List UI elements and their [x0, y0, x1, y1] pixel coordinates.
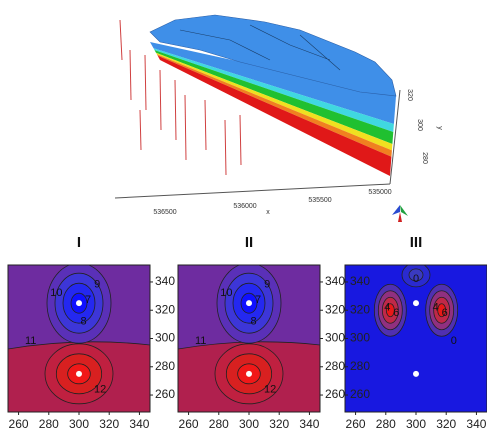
x-tick-label: 260 — [179, 417, 199, 431]
contour-label: 11 — [25, 335, 36, 347]
contour-region — [385, 303, 395, 318]
contour-label: 6 — [393, 307, 399, 319]
x-tick-label: 536500 — [153, 209, 176, 216]
x-axis-label: x — [266, 209, 270, 216]
x-tick-label: 320 — [269, 417, 289, 431]
contour-label: 12 — [94, 383, 106, 395]
panel: 10 97 8 11 12 — [8, 265, 150, 412]
y-tick-label: 300 — [416, 119, 423, 131]
x-tick-label: 300 — [406, 417, 426, 431]
y-tick-label: 320 — [325, 302, 345, 316]
field — [345, 265, 487, 412]
y-tick-label: 280 — [155, 359, 175, 373]
faults — [179, 24, 341, 71]
x-tick-label: 535500 — [308, 197, 331, 204]
point — [413, 370, 419, 377]
y-tick-label: 320 — [155, 302, 175, 316]
contour-label: 4 — [433, 301, 439, 313]
x-tick-label: 535000 — [368, 189, 391, 196]
panel-title: II — [245, 234, 253, 251]
y-tick-label: 320 — [406, 89, 413, 101]
x-tick-label: 320 — [99, 417, 119, 431]
y-tick-label: 300 — [325, 331, 345, 345]
contour-label: 6 — [442, 307, 448, 319]
x-tick-label: 340 — [299, 417, 319, 431]
y-tick-label: 260 — [325, 387, 345, 401]
x-tick-label: 340 — [129, 417, 149, 431]
y-tick-label: 260 — [155, 387, 175, 401]
contour-label: 0 — [451, 335, 457, 347]
contour-label: 7 — [85, 294, 91, 306]
y-tick-label: 340 — [325, 274, 345, 288]
model-top — [149, 14, 397, 97]
panel: 10 97 8 11 12 — [178, 265, 320, 412]
model-layer — [153, 48, 394, 132]
orientation-glyph — [392, 205, 408, 222]
contour-label: 7 — [255, 294, 261, 306]
x-tick-label: 260 — [346, 417, 366, 431]
model-3d: 536500 536000 x 535500 535000 320 300 y … — [114, 14, 443, 222]
point — [76, 300, 82, 307]
contour-label: 11 — [195, 335, 206, 347]
y-tick-label: 300 — [350, 331, 370, 345]
y-tick-label: 280 — [325, 359, 345, 373]
contour-label: 8 — [250, 315, 256, 327]
x-tick-label: 280 — [209, 417, 229, 431]
contour-label: 9 — [94, 279, 100, 291]
model-layer — [156, 54, 392, 157]
panel-title: III — [410, 234, 423, 251]
y-tick-label: 300 — [155, 331, 175, 345]
x-tick-label: 536000 — [233, 203, 256, 210]
point — [246, 300, 252, 307]
y-tick-label: 260 — [350, 387, 370, 401]
contour-region — [408, 268, 424, 282]
contour-label: 4 — [384, 301, 390, 313]
x-axis — [114, 183, 391, 199]
x-tick-label: 280 — [376, 417, 396, 431]
y-axis — [389, 89, 401, 185]
y-tick-label: 280 — [421, 152, 428, 164]
contour-label: 0 — [413, 273, 419, 285]
contour-label: 12 — [264, 383, 276, 395]
x-tick-label: 340 — [466, 417, 486, 431]
model-layer — [157, 55, 392, 176]
point — [246, 370, 252, 377]
model-layer — [154, 50, 394, 144]
y-tick-label: 340 — [350, 274, 370, 288]
x-tick-label: 280 — [39, 417, 59, 431]
contour-label: 9 — [264, 279, 270, 291]
contour-label: 10 — [220, 287, 232, 299]
model-layer — [150, 42, 396, 124]
y-axis-label: y — [436, 126, 443, 130]
x-tick-label: 300 — [239, 417, 259, 431]
panel-title: I — [77, 234, 81, 251]
contour-label: 8 — [80, 315, 86, 327]
x-tick-label: 320 — [436, 417, 456, 431]
wells — [119, 19, 242, 176]
contour-region — [437, 303, 447, 318]
y-tick-label: 320 — [350, 302, 370, 316]
y-tick-label: 280 — [350, 359, 370, 373]
y-tick-label: 340 — [155, 274, 175, 288]
model-layers — [150, 42, 396, 176]
model-layer — [156, 52, 393, 151]
panel: 04 6 4 60 — [345, 265, 487, 412]
point — [76, 370, 82, 377]
x-tick-label: 260 — [9, 417, 29, 431]
x-tick-label: 300 — [69, 417, 89, 431]
contour-label: 10 — [50, 287, 62, 299]
point — [413, 300, 419, 307]
